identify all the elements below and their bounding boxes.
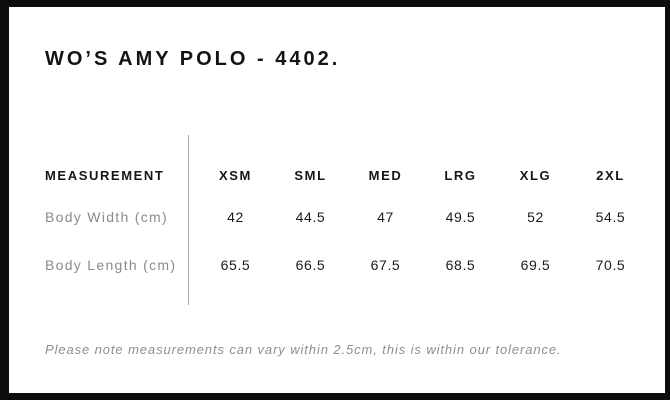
table-row-body-length: Body Length (cm) 65.5 66.5 67.5 68.5 69.… [45,255,648,275]
table-row-body-width: Body Width (cm) 42 44.5 47 49.5 52 54.5 [45,207,648,227]
page-title: WO’S AMY POLO - 4402. [45,48,341,70]
size-column-header-sml: SML [294,168,327,183]
body-width-value-2xl: 54.5 [595,209,626,225]
body-length-value-med: 67.5 [370,257,401,273]
size-column-header-lrg: LRG [444,168,477,183]
body-length-value-lrg: 68.5 [445,257,476,273]
body-length-value-sml: 66.5 [295,257,326,273]
body-length-value-xlg: 69.5 [520,257,551,273]
body-length-value-xsm: 65.5 [220,257,251,273]
measurement-column-header: MEASUREMENT [45,168,165,183]
size-column-header-xsm: XSM [219,168,252,183]
body-width-value-sml: 44.5 [295,209,326,225]
size-column-header-2xl: 2XL [596,168,625,183]
row-label-body-length: Body Length (cm) [45,257,177,273]
body-length-value-2xl: 70.5 [595,257,626,273]
body-width-value-xsm: 42 [227,209,244,225]
row-label-body-width: Body Width (cm) [45,209,168,225]
size-column-header-med: MED [368,168,403,183]
tolerance-note: Please note measurements can vary within… [45,342,562,357]
body-width-value-med: 47 [377,209,394,225]
size-column-header-xlg: XLG [519,168,552,183]
column-divider [188,135,189,305]
size-chart-header-row: MEASUREMENT XSM SML MED LRG XLG 2XL [45,166,648,186]
body-width-value-xlg: 52 [527,209,544,225]
body-width-value-lrg: 49.5 [445,209,476,225]
